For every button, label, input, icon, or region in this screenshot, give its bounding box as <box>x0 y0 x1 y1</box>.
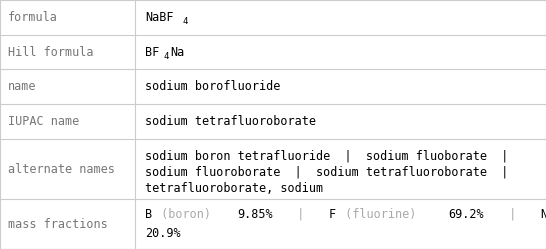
Text: 69.2%: 69.2% <box>449 208 484 221</box>
Text: name: name <box>8 80 37 93</box>
Text: (fluorine): (fluorine) <box>339 208 424 221</box>
Text: IUPAC name: IUPAC name <box>8 115 79 128</box>
Text: Na: Na <box>541 208 546 221</box>
Text: |: | <box>495 208 530 221</box>
Text: 4: 4 <box>164 52 169 61</box>
Text: 20.9%: 20.9% <box>145 227 181 240</box>
Text: |: | <box>283 208 319 221</box>
Text: sodium borofluoride: sodium borofluoride <box>145 80 281 93</box>
Text: NaBF: NaBF <box>145 11 174 24</box>
Text: B: B <box>145 208 152 221</box>
Text: 9.85%: 9.85% <box>237 208 273 221</box>
Text: F: F <box>329 208 336 221</box>
Text: sodium boron tetrafluoride  |  sodium fluoborate  |: sodium boron tetrafluoride | sodium fluo… <box>145 150 509 163</box>
Text: sodium tetrafluoroborate: sodium tetrafluoroborate <box>145 115 316 128</box>
Text: tetrafluoroborate, sodium: tetrafluoroborate, sodium <box>145 182 323 195</box>
Text: alternate names: alternate names <box>8 163 115 176</box>
Text: 4: 4 <box>182 17 187 26</box>
Text: formula: formula <box>8 11 58 24</box>
Text: mass fractions: mass fractions <box>8 218 108 231</box>
Text: (boron): (boron) <box>155 208 218 221</box>
Text: Hill formula: Hill formula <box>8 46 94 59</box>
Text: sodium fluoroborate  |  sodium tetrafluoroborate  |: sodium fluoroborate | sodium tetrafluoro… <box>145 166 509 179</box>
Text: Na: Na <box>170 46 185 59</box>
Text: BF: BF <box>145 46 159 59</box>
